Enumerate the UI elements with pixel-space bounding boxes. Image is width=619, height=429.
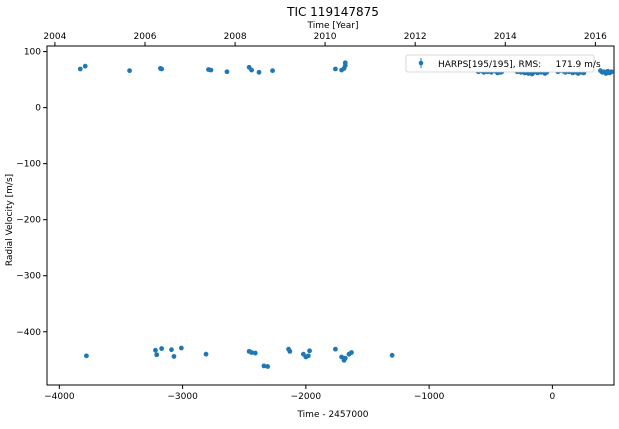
x-axis-label: Time - 2457000: [296, 410, 368, 420]
top-tick-label: 2010: [314, 32, 337, 42]
x-tick-label: −2000: [291, 392, 322, 402]
legend: HARPS[195/195], RMS: 171.9 m/s: [405, 54, 601, 73]
y-tick-label: −300: [16, 272, 41, 282]
data-point: [389, 352, 395, 358]
data-point: [154, 352, 160, 358]
data-point: [333, 346, 338, 352]
data-point: [342, 60, 348, 66]
y-axis-label: Radial Velocity [m/s]: [5, 174, 15, 266]
data-point: [287, 348, 293, 354]
x-tick-label: 0: [550, 392, 556, 402]
top-tick-label: 2014: [494, 32, 517, 42]
data-point: [341, 66, 347, 71]
chart-title: TIC 119147875: [286, 5, 379, 19]
legend-box: [405, 54, 595, 73]
data-point: [305, 353, 311, 359]
y-tick-label: −100: [16, 160, 41, 170]
top-tick-label: 2004: [43, 32, 66, 42]
data-point: [159, 66, 165, 72]
data-point: [169, 347, 174, 353]
data-point: [609, 69, 614, 75]
data-point: [178, 345, 184, 351]
legend-marker: [418, 60, 424, 66]
data-point: [249, 67, 255, 73]
data-point: [342, 355, 348, 361]
data-point: [307, 348, 312, 354]
top-tick-label: 2008: [224, 32, 247, 42]
data-point: [77, 66, 83, 72]
data-point: [159, 346, 165, 351]
top-tick-label: 2012: [404, 32, 427, 42]
data-point: [256, 69, 262, 75]
data-point: [82, 63, 88, 69]
data-point: [333, 66, 338, 72]
plot-area-frame: [46, 45, 615, 386]
data-point: [127, 68, 132, 74]
points-layer: [77, 60, 614, 369]
top-axis-label: Time [Year]: [307, 21, 359, 31]
data-point: [265, 364, 271, 369]
data-point: [270, 68, 275, 74]
data-point: [208, 67, 214, 73]
top-tick-label: 2006: [134, 32, 157, 42]
legend-text: HARPS[195/195], RMS: 171.9 m/s: [438, 60, 601, 70]
x-tick-label: −4000: [44, 392, 75, 402]
y-tick-label: 100: [24, 48, 41, 58]
data-point: [249, 350, 255, 355]
x-tick-label: −3000: [167, 392, 198, 402]
x-tick-label: −1000: [414, 392, 445, 402]
data-point: [203, 351, 209, 357]
data-point: [224, 69, 230, 75]
top-tick-label: 2016: [584, 32, 607, 42]
data-point: [349, 350, 354, 355]
y-tick-label: 0: [35, 104, 41, 114]
y-tick-label: −200: [16, 216, 41, 226]
axes-layer: −4000 −3000 −2000 −1000 0 100 0 −100 −200 −300 −40…: [16, 32, 607, 402]
data-point: [171, 354, 177, 359]
data-point: [252, 350, 258, 356]
data-point: [339, 354, 344, 360]
data-point: [84, 353, 89, 359]
data-point: [153, 347, 158, 353]
data-point: [261, 363, 267, 369]
y-tick-label: −400: [16, 328, 41, 338]
